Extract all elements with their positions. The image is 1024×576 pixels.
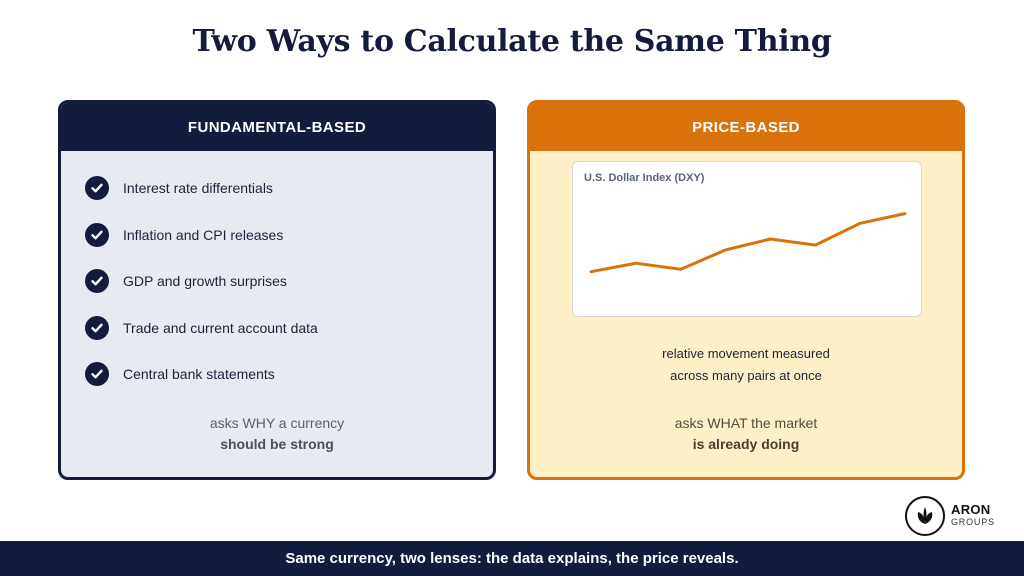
logo-name: ARON <box>951 502 991 517</box>
check-circle-icon <box>85 362 109 387</box>
fundamental-question-line1: asks WHY a currency <box>209 415 345 431</box>
price-card-header: PRICE-BASED <box>530 103 962 151</box>
list-item: Trade and current account data <box>85 305 493 352</box>
dxy-line-chart <box>589 212 907 274</box>
aron-groups-logo: ARON GROUPS <box>905 496 995 536</box>
list-item: Interest rate differentials <box>85 165 493 212</box>
list-item: Inflation and CPI releases <box>85 212 493 259</box>
page-title: Two Ways to Calculate the Same Thing <box>192 24 832 59</box>
list-item-label: Inflation and CPI releases <box>123 226 284 243</box>
list-item-label: Central bank statements <box>123 366 275 383</box>
dxy-chart: U.S. Dollar Index (DXY) <box>572 161 922 317</box>
fundamental-question: asks WHY a currency should be strong <box>61 413 493 455</box>
fundamental-card-header: FUNDAMENTAL-BASED <box>61 103 493 151</box>
footer-caption: Same currency, two lenses: the data expl… <box>0 541 1024 576</box>
price-card: PRICE-BASED U.S. Dollar Index (DXY) rela… <box>527 100 965 480</box>
list-item-label: Interest rate differentials <box>123 180 273 197</box>
price-question-line2: is already doing <box>692 436 800 452</box>
fundamental-factor-list: Interest rate differentials Inflation an… <box>61 151 493 398</box>
fundamental-question-line2: should be strong <box>220 436 334 452</box>
logo-text: ARON GROUPS <box>951 503 995 529</box>
list-item-label: GDP and growth surprises <box>123 273 287 290</box>
chart-title: U.S. Dollar Index (DXY) <box>584 172 705 184</box>
logo-sub: GROUPS <box>951 517 995 527</box>
list-item-label: Trade and current account data <box>123 319 318 336</box>
list-item: Central bank statements <box>85 351 493 398</box>
fundamental-card: FUNDAMENTAL-BASED Interest rate differen… <box>58 100 496 480</box>
series-line-dxy <box>589 212 907 274</box>
check-circle-icon <box>85 315 109 340</box>
price-question-line1: asks WHAT the market <box>674 415 818 431</box>
leaf-logo-icon <box>905 496 945 536</box>
price-description: relative movement measured across many p… <box>530 343 962 387</box>
price-description-line1: relative movement measured <box>662 346 830 361</box>
list-item: GDP and growth surprises <box>85 258 493 305</box>
check-circle-icon <box>85 269 109 294</box>
price-question: asks WHAT the market is already doing <box>530 413 962 455</box>
check-circle-icon <box>85 222 109 247</box>
price-description-line2: across many pairs at once <box>670 368 822 383</box>
check-circle-icon <box>85 176 109 201</box>
